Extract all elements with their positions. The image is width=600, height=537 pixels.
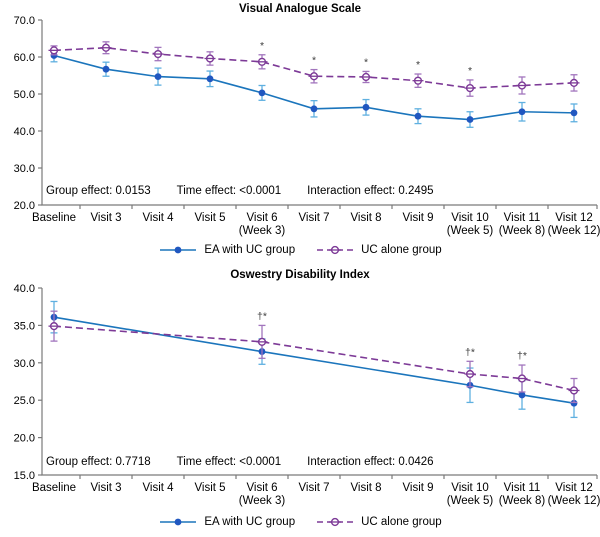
- x-tick-label: Baseline: [32, 482, 76, 494]
- vas-panel: Visual Analogue Scale 20.0 30.0 40.0 50.0 60…: [0, 2, 600, 262]
- legend-label-uc: UC alone group: [361, 244, 442, 256]
- x-tick-label: Visit 7: [298, 482, 329, 494]
- y-tick-label: 40.0: [14, 283, 35, 295]
- data-point: [102, 65, 110, 73]
- y-tick-label: 25.0: [14, 395, 35, 407]
- legend-label-ea: EA with UC group: [204, 516, 296, 528]
- legend-label-uc: UC alone group: [361, 516, 442, 528]
- interaction-effect-value: Interaction effect: 0.0426: [307, 456, 434, 468]
- x-tick-label: Visit 7: [298, 212, 329, 224]
- x-tick-label: Visit 3: [90, 212, 121, 224]
- x-tick-label: Visit 12 (Week 12): [548, 212, 600, 237]
- series-uc: [48, 310, 580, 404]
- data-point: [258, 89, 266, 97]
- y-tick-label: 15.0: [14, 470, 35, 482]
- x-tick-label: Visit 4: [142, 482, 174, 494]
- y-tick-label: 50.0: [14, 89, 35, 101]
- series-ea: [50, 300, 578, 419]
- ea-line-marker-icon: [160, 246, 197, 254]
- significance-marker: *: [260, 40, 264, 52]
- x-tick-label: Visit 10 (Week 5): [447, 482, 494, 507]
- data-point: [466, 116, 474, 123]
- significance-marker: †*: [465, 346, 475, 358]
- data-point: [518, 391, 526, 399]
- x-tick-label: Visit 6 (Week 3): [239, 212, 286, 237]
- series-line: [53, 316, 575, 404]
- group-effect-value: Group effect: 0.0153: [46, 185, 151, 197]
- data-point: [570, 109, 578, 117]
- x-tick-label: Visit 9: [402, 482, 433, 494]
- x-tick-label: Visit 6 (Week 3): [239, 482, 286, 507]
- data-point: [310, 105, 318, 113]
- legend-label-ea: EA with UC group: [204, 244, 296, 256]
- data-point: [518, 108, 526, 116]
- y-tick-label: 20.0: [14, 200, 35, 212]
- vas-plot: 20.0 30.0 40.0 50.0 60.0 70.0 Baseline Visit 3 V…: [14, 16, 600, 237]
- group-effect-value: Group effect: 0.7718: [46, 456, 151, 468]
- significance-marker: *: [364, 56, 368, 68]
- x-tick-label: Visit 12 (Week 12): [548, 482, 600, 507]
- time-effect-value: Time effect: <0.0001: [176, 185, 282, 197]
- data-point: [362, 103, 370, 111]
- x-tick-label: Visit 4: [142, 212, 174, 224]
- y-tick-label: 30.0: [14, 358, 35, 370]
- x-tick-label: Visit 11 (Week 8): [499, 482, 546, 507]
- significance-marker: *: [416, 59, 420, 71]
- data-point: [414, 112, 422, 120]
- odi-stats-line: Group effect: 0.7718 Time effect: <0.0001…: [46, 456, 434, 468]
- legend-item-uc: UC alone group: [315, 244, 442, 256]
- x-tick-label: Visit 10 (Week 5): [447, 212, 494, 237]
- data-point: [154, 73, 162, 81]
- x-tick-label: Visit 3: [90, 482, 121, 494]
- odi-plot: 15.0 20.0 25.0 30.0 35.0 40.0 Baseline Visit 3 V…: [14, 283, 600, 507]
- x-tick-label: Visit 8: [350, 482, 381, 494]
- y-tick-label: 20.0: [14, 433, 35, 445]
- vas-stats-line: Group effect: 0.0153 Time effect: <0.0001…: [46, 185, 434, 197]
- vas-legend: EA with UC group UC alone group: [0, 238, 600, 262]
- y-tick-label: 70.0: [14, 16, 35, 27]
- odi-panel: Oswestry Disability Index 15.0 20.0 25.0 30…: [0, 268, 600, 534]
- legend-item-ea: EA with UC group: [158, 244, 295, 256]
- series-line: [53, 325, 575, 392]
- significance-marker: *: [312, 55, 316, 67]
- x-tick-label: Visit 5: [194, 482, 225, 494]
- data-point: [570, 399, 578, 407]
- series-uc: [48, 41, 580, 97]
- series-ea: [50, 48, 578, 128]
- significance-marker: *: [468, 65, 472, 77]
- axes: [41, 288, 597, 476]
- interaction-effect-value: Interaction effect: 0.2495: [307, 185, 434, 197]
- data-point: [206, 75, 214, 83]
- odi-legend: EA with UC group UC alone group: [0, 510, 600, 534]
- time-effect-value: Time effect: <0.0001: [176, 456, 282, 468]
- uc-line-marker-icon: [317, 517, 354, 527]
- y-tick-label: 30.0: [14, 163, 35, 175]
- legend-item-uc: UC alone group: [315, 516, 442, 528]
- x-tick-label: Visit 8: [350, 212, 381, 224]
- odi-chart-title: Oswestry Disability Index: [230, 269, 370, 281]
- ea-line-marker-icon: [160, 518, 197, 526]
- uc-line-marker-icon: [317, 245, 354, 255]
- significance-marker: †*: [257, 310, 267, 322]
- x-tick-label: Visit 9: [402, 212, 433, 224]
- significance-marker: †*: [517, 350, 527, 362]
- legend-item-ea: EA with UC group: [158, 516, 295, 528]
- vas-chart-title: Visual Analogue Scale: [238, 3, 362, 15]
- x-tick-label: Visit 5: [194, 212, 225, 224]
- y-tick-label: 60.0: [14, 52, 35, 64]
- y-tick-label: 40.0: [14, 126, 35, 138]
- y-tick-label: 35.0: [14, 320, 35, 332]
- x-tick-label: Baseline: [32, 212, 76, 224]
- x-tick-label: Visit 11 (Week 8): [499, 212, 546, 237]
